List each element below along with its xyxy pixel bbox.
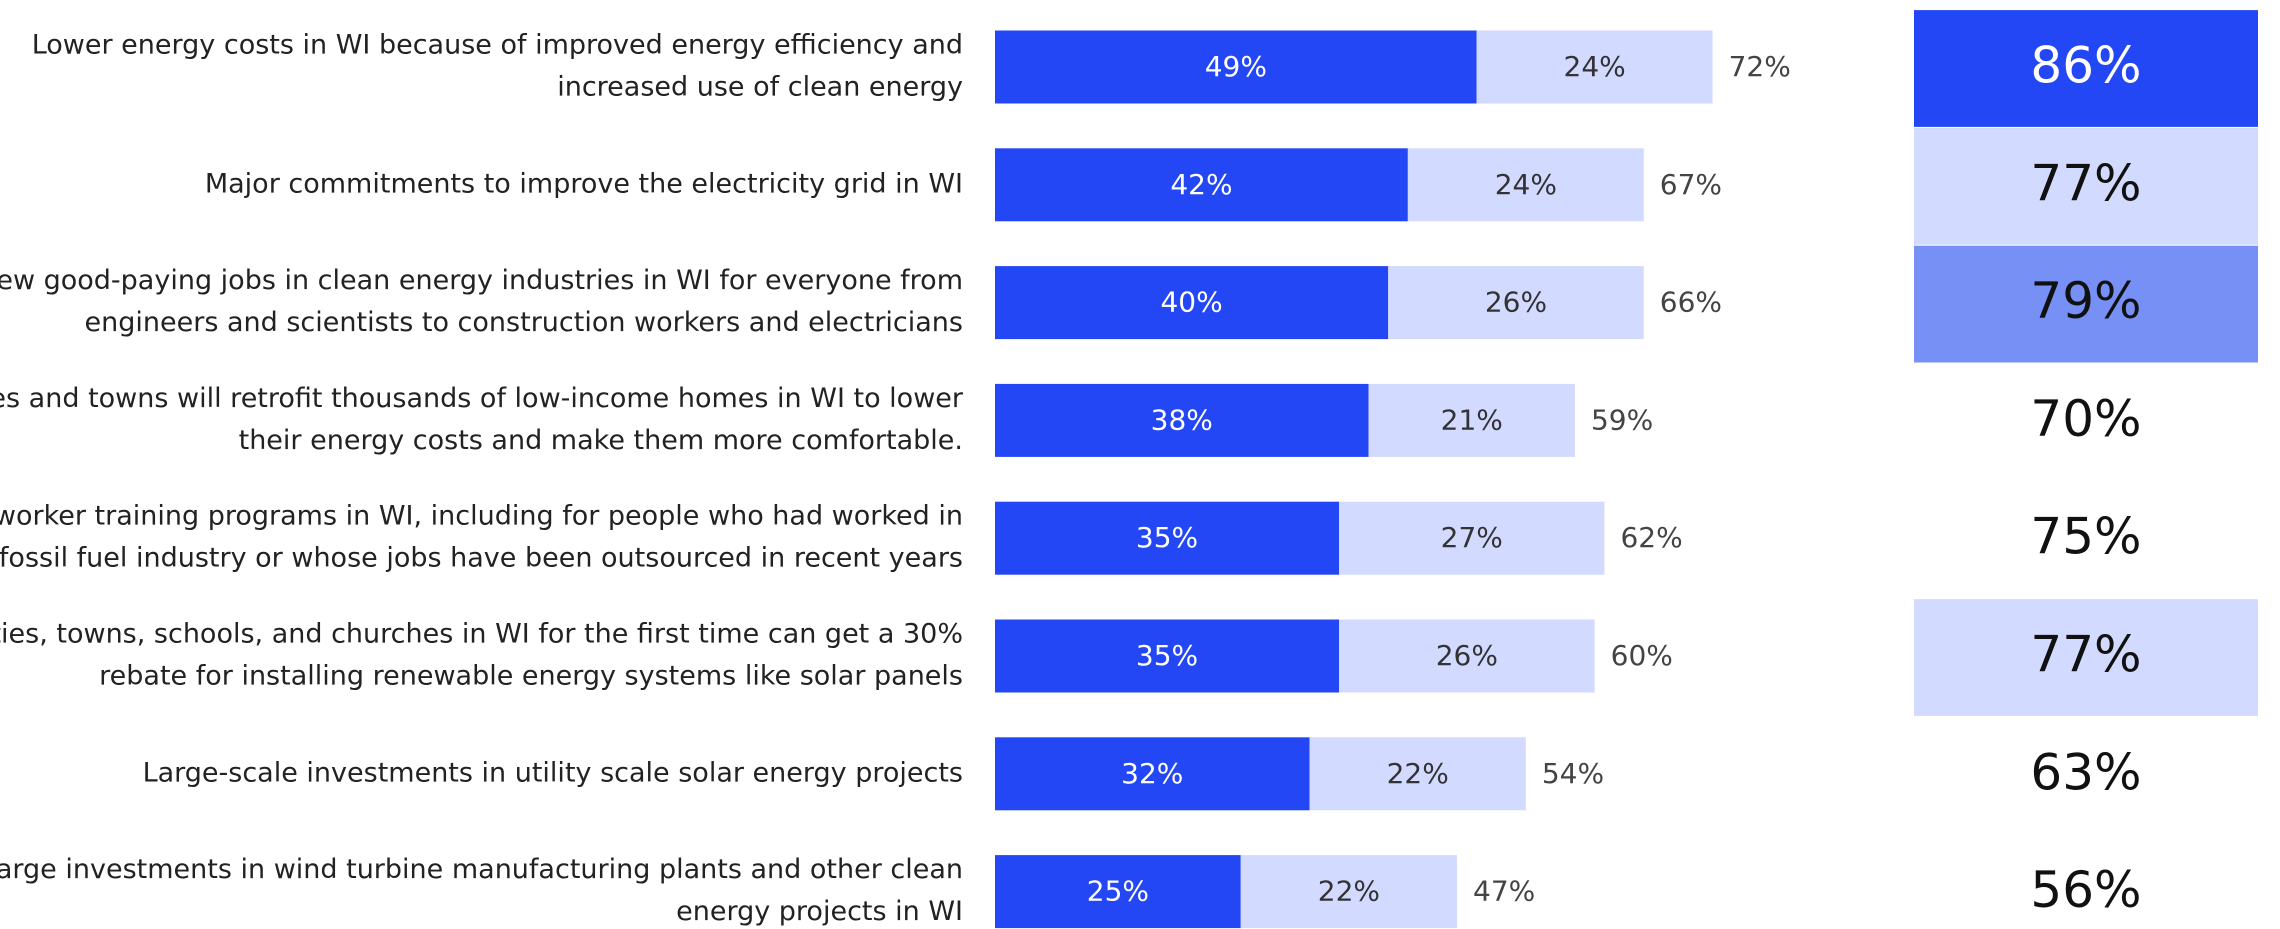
bar-value-label: 35%: [1136, 521, 1198, 554]
side-value: 86%: [2030, 37, 2141, 95]
category-label: Cities and towns will retrofit thousands…: [0, 383, 964, 414]
side-box: [1914, 10, 2258, 127]
category-label: energy projects in WI: [676, 896, 963, 927]
bar-value-label: 40%: [1160, 286, 1222, 319]
bar-segment: [1339, 619, 1595, 693]
side-value: 77%: [2030, 626, 2141, 684]
category-label: New good-paying jobs in clean energy ind…: [0, 265, 963, 296]
bar-segment: [1476, 30, 1713, 104]
total-label: 62%: [1620, 521, 1682, 554]
bar-value-label: 26%: [1436, 639, 1498, 672]
bar-value-label: 42%: [1170, 168, 1232, 201]
bar-segment: [995, 501, 1340, 575]
side-value: 75%: [2030, 508, 2141, 566]
bar-segment: [1368, 383, 1575, 457]
category-label: Major commitments to improve the electri…: [205, 168, 963, 199]
bar-value-label: 24%: [1564, 50, 1626, 83]
bar-value-label: 21%: [1441, 403, 1503, 436]
bar-value-label: 49%: [1205, 50, 1267, 83]
bar-segment: [1388, 266, 1644, 340]
bar-segment: [1407, 148, 1644, 222]
total-label: 54%: [1542, 757, 1604, 790]
side-box: [1914, 127, 2258, 245]
bar-value-label: 22%: [1387, 757, 1449, 790]
bar-value-label: 25%: [1087, 875, 1149, 908]
bar-value-label: 35%: [1136, 639, 1198, 672]
category-label: Major worker training programs in WI, in…: [0, 501, 963, 532]
total-label: 47%: [1473, 875, 1535, 908]
category-label: engineers and scientists to construction…: [85, 307, 963, 338]
category-label: increased use of clean energy: [557, 72, 963, 103]
bar-segment: [995, 855, 1241, 929]
bar-segment: [1339, 501, 1605, 575]
side-value: 70%: [2030, 390, 2141, 448]
category-label: Lower energy costs in WI because of impr…: [32, 30, 963, 61]
category-label: Large-scale investments in utility scale…: [143, 757, 963, 788]
category-label: Cities, towns, schools, and churches in …: [0, 619, 963, 650]
bar-segment: [995, 737, 1310, 811]
total-label: 72%: [1729, 50, 1791, 83]
total-label: 67%: [1660, 168, 1722, 201]
side-value: 77%: [2030, 154, 2141, 212]
category-label: Large investments in wind turbine manufa…: [0, 854, 963, 885]
category-label: the fossil fuel industry or whose jobs h…: [0, 543, 963, 574]
side-value: 63%: [2030, 743, 2141, 801]
bar-segment: [995, 30, 1477, 104]
category-label: their energy costs and make them more co…: [239, 425, 963, 456]
bar-value-label: 38%: [1151, 403, 1213, 436]
bar-segment: [995, 619, 1340, 693]
bar-segment: [1240, 855, 1458, 929]
bar-value-label: 26%: [1485, 286, 1547, 319]
bar-segment: [995, 148, 1408, 222]
bar-value-label: 22%: [1318, 875, 1380, 908]
bar-segment: [1309, 737, 1526, 811]
category-label: rebate for installing renewable energy s…: [99, 661, 963, 692]
bar-segment: [995, 383, 1369, 457]
side-value: 56%: [2030, 861, 2141, 919]
bar-segment: [995, 266, 1389, 340]
side-value: 79%: [2030, 272, 2141, 330]
bar-value-label: 32%: [1121, 757, 1183, 790]
total-label: 59%: [1591, 403, 1653, 436]
total-label: 66%: [1660, 286, 1722, 319]
side-box: [1914, 599, 2258, 716]
bar-value-label: 27%: [1441, 521, 1503, 554]
bar-value-label: 24%: [1495, 168, 1557, 201]
total-label: 60%: [1611, 639, 1673, 672]
side-box: [1914, 245, 2258, 363]
